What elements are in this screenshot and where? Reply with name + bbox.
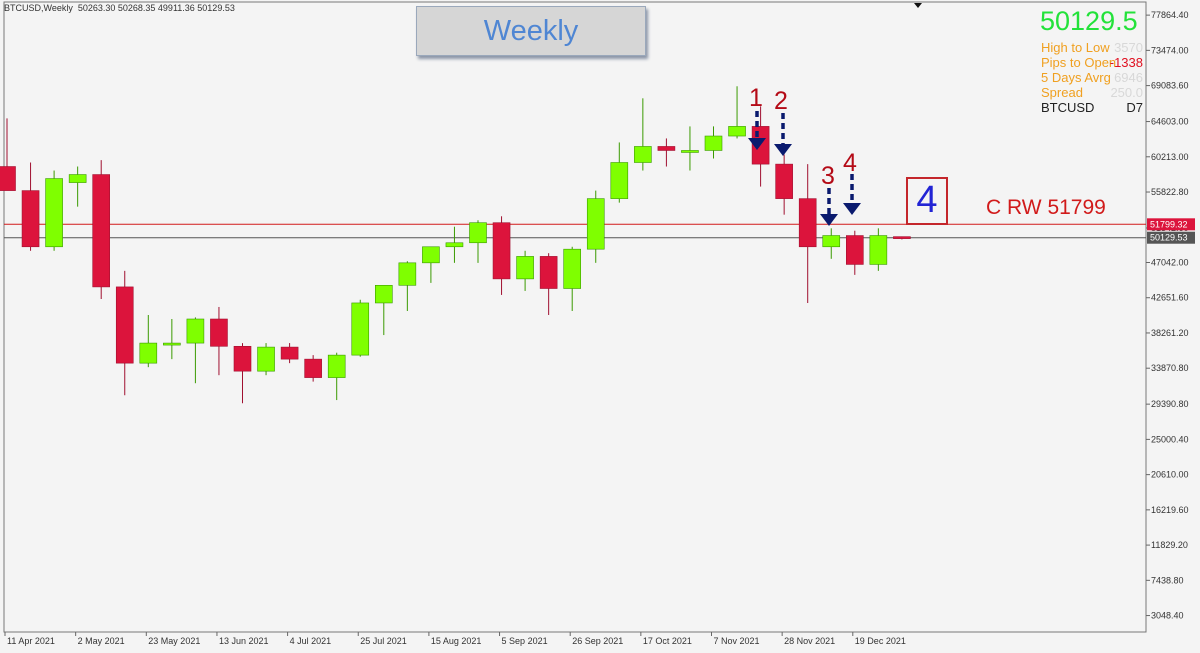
x-tick-label: 15 Aug 2021 — [431, 636, 482, 646]
candle-body — [469, 222, 487, 244]
candle-body — [445, 242, 464, 248]
y-tick-label: 25000.40 — [1151, 434, 1189, 444]
info-label: 5 Days Avrg — [1041, 70, 1111, 85]
y-tick-label: 77864.40 — [1151, 10, 1189, 20]
arrow-1-head — [748, 138, 766, 150]
candle-body — [0, 166, 16, 191]
candle-body — [586, 198, 605, 250]
current-price-readout: 50129.5 — [1040, 6, 1138, 36]
info-value: 3570 — [1114, 40, 1143, 55]
candle-body — [374, 284, 393, 304]
arrow-3-head — [820, 214, 838, 226]
candle-body — [775, 163, 793, 199]
info-value: 250.0 — [1110, 85, 1143, 100]
resistance-price-tag: 51799.32 — [1150, 219, 1188, 229]
candle-body — [681, 150, 699, 153]
x-tick-label: 11 Apr 2021 — [7, 636, 55, 646]
candle-body — [492, 222, 511, 280]
y-tick-label: 60213.00 — [1151, 152, 1189, 162]
chart-title-line: BTCUSD,Weekly 50263.30 50268.35 49911.36… — [4, 3, 235, 13]
y-tick-label: 16219.60 — [1151, 505, 1189, 515]
x-tick-label: 28 Nov 2021 — [784, 636, 835, 646]
candle-body — [115, 286, 134, 364]
y-tick-label: 42651.60 — [1151, 293, 1189, 303]
candle-body — [68, 174, 87, 183]
y-tick-label: 33870.80 — [1151, 363, 1189, 373]
candle-body — [869, 235, 888, 265]
candle-body — [398, 262, 417, 286]
y-tick-label: 69083.60 — [1151, 81, 1189, 91]
info-label: Spread — [1041, 85, 1083, 100]
candle-body — [210, 318, 228, 347]
y-tick-label: 7438.80 — [1151, 575, 1184, 585]
candle-body — [822, 235, 841, 248]
candle-body — [845, 235, 864, 265]
resistance-price-tag-bg — [1147, 218, 1195, 231]
info-value: D7 — [1126, 100, 1143, 115]
x-tick-label: 23 May 2021 — [148, 636, 200, 646]
arrow-4-head — [843, 203, 861, 215]
info-value: 6946 — [1114, 70, 1143, 85]
x-tick-label: 4 Jul 2021 — [290, 636, 332, 646]
x-tick-label: 25 Jul 2021 — [360, 636, 407, 646]
y-tick-label: 11829.20 — [1151, 540, 1188, 550]
info-label: Pips to Open — [1041, 55, 1117, 70]
candle-body — [163, 342, 181, 346]
candle-body — [257, 346, 275, 372]
candle-body — [304, 358, 322, 378]
candle-body — [139, 342, 158, 364]
y-tick-label: 47042.00 — [1151, 257, 1189, 267]
y-tick-label: 29390.80 — [1151, 399, 1189, 409]
candle-body — [186, 318, 205, 344]
current-price-tag-bg — [1147, 231, 1195, 244]
candle-body — [728, 126, 746, 137]
candle-body — [280, 346, 299, 360]
y-tick-label: 73474.00 — [1151, 45, 1189, 55]
candle-body — [351, 302, 370, 356]
candle-body — [233, 345, 252, 372]
x-tick-label: 26 Sep 2021 — [572, 636, 623, 646]
boxed-number-label: 4 — [906, 177, 948, 225]
x-tick-label: 17 Oct 2021 — [643, 636, 692, 646]
info-value: -1338 — [1109, 55, 1143, 70]
current-price-tag: 50129.53 — [1150, 233, 1188, 243]
candle-body — [21, 190, 40, 248]
x-tick-label: 13 Jun 2021 — [219, 636, 269, 646]
candle-body — [92, 174, 110, 288]
timeframe-label-box: Weekly — [416, 6, 646, 56]
marker-2-label: 2 — [774, 87, 788, 115]
candle-body — [327, 354, 346, 378]
y-tick-label: 64603.00 — [1151, 117, 1189, 127]
candle-body — [45, 178, 63, 248]
candle-body — [516, 256, 534, 280]
candle-body — [798, 198, 817, 248]
plot-frame — [3, 1, 1147, 633]
top-marker-icon — [914, 3, 922, 8]
y-tick-label: 38261.20 — [1151, 328, 1189, 338]
x-tick-label: 7 Nov 2021 — [714, 636, 760, 646]
arrow-2-head — [774, 144, 792, 156]
candle-body — [634, 146, 652, 163]
candle-body — [610, 162, 629, 199]
y-tick-label: 20610.00 — [1151, 470, 1189, 480]
marker-4-label: 4 — [843, 149, 857, 177]
info-label: BTCUSD — [1041, 100, 1095, 115]
info-label: High to Low — [1041, 40, 1110, 55]
marker-1-label: 1 — [749, 84, 763, 112]
x-tick-label: 19 Dec 2021 — [855, 636, 906, 646]
x-tick-label: 2 May 2021 — [78, 636, 125, 646]
candle-body — [422, 246, 440, 264]
x-tick-label: 5 Sep 2021 — [502, 636, 548, 646]
candle-body — [563, 248, 582, 289]
candle-body — [657, 146, 676, 151]
candle-body — [539, 256, 558, 289]
resistance-label: C RW 51799 — [986, 196, 1106, 219]
y-tick-label: 55822.80 — [1151, 187, 1189, 197]
candle-body — [704, 135, 723, 151]
y-tick-label: 3048.40 — [1151, 611, 1184, 621]
marker-3-label: 3 — [821, 162, 835, 190]
candle-body — [893, 236, 911, 239]
